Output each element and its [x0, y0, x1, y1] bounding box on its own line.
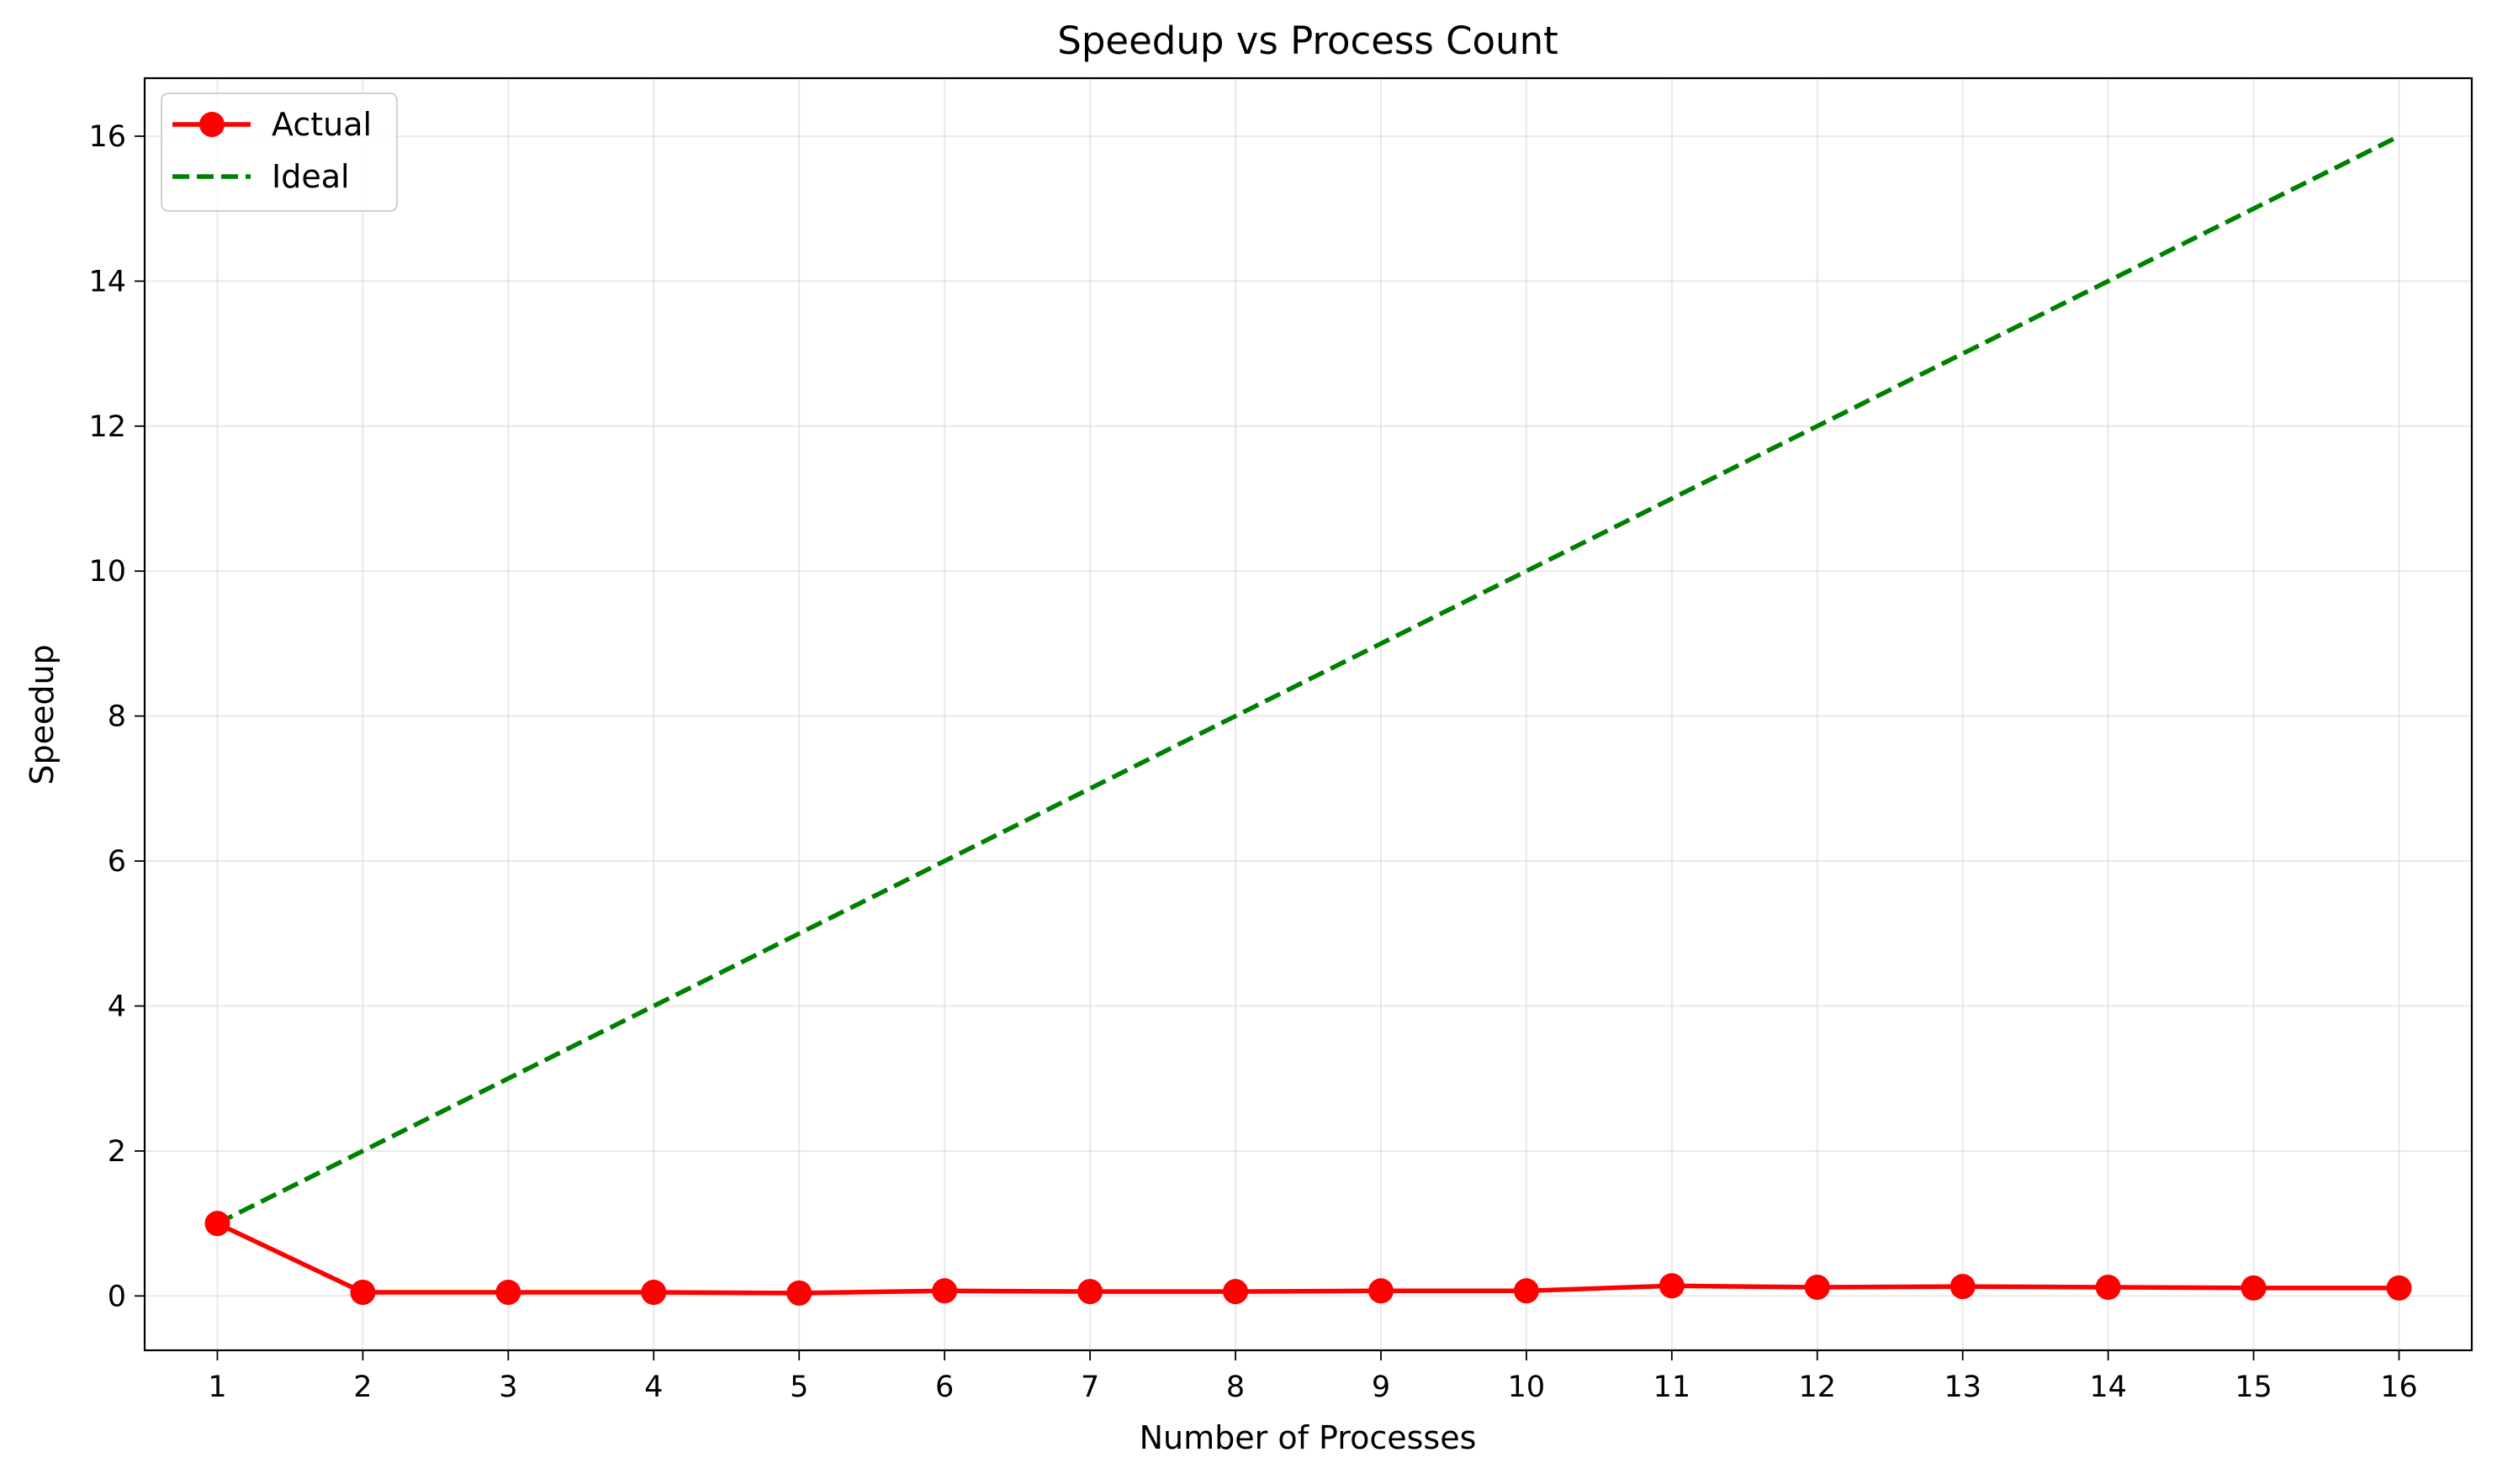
plot-frame	[143, 77, 2473, 1352]
legend-label-ideal: Ideal	[272, 158, 350, 195]
x-tick-label: 15	[2235, 1370, 2272, 1404]
data-point-actual	[2095, 1274, 2121, 1300]
x-tick-label: 13	[1944, 1370, 1981, 1404]
series-line-actual	[214, 1221, 2402, 1296]
x-tick-label: 1	[208, 1370, 226, 1404]
x-axis-label: Number of Processes	[1140, 1419, 1477, 1456]
data-point-actual	[2386, 1275, 2412, 1301]
x-axis: 1 2 3 4 5 6 7 8 9 10 11 12 13 14 15 16	[208, 1350, 2418, 1404]
series-layer	[204, 134, 2412, 1306]
x-tick-label: 11	[1653, 1370, 1691, 1404]
data-point-actual	[641, 1280, 667, 1306]
data-point-actual	[1223, 1279, 1249, 1305]
x-tick-label: 3	[499, 1370, 517, 1404]
x-tick-label: 2	[353, 1370, 372, 1404]
y-axis-label: Speedup	[24, 644, 61, 784]
x-tick-label: 6	[935, 1370, 954, 1404]
y-tick-label: 0	[108, 1280, 126, 1313]
grid-lines	[145, 78, 2472, 1350]
data-point-actual	[350, 1280, 376, 1306]
y-tick-label: 12	[88, 410, 126, 444]
data-point-actual	[932, 1278, 958, 1304]
x-tick-label: 5	[790, 1370, 808, 1404]
x-tick-label: 9	[1372, 1370, 1390, 1404]
x-tick-label: 8	[1226, 1370, 1245, 1404]
data-point-actual	[2240, 1275, 2267, 1301]
data-point-actual	[1077, 1279, 1103, 1305]
legend-marker-actual	[199, 112, 225, 137]
chart-title: Speedup vs Process Count	[1057, 18, 1558, 63]
data-point-actual	[495, 1280, 521, 1306]
data-point-actual	[1804, 1274, 1830, 1300]
data-point-actual	[786, 1280, 812, 1306]
legend: Actual Ideal	[161, 92, 398, 212]
data-point-actual	[1368, 1278, 1394, 1304]
y-tick-label: 4	[108, 990, 126, 1023]
x-tick-label: 14	[2089, 1370, 2127, 1404]
x-tick-label: 7	[1081, 1370, 1099, 1404]
data-point-actual	[1949, 1274, 1976, 1300]
x-tick-label: 4	[644, 1370, 663, 1404]
legend-label-actual: Actual	[272, 106, 372, 143]
y-tick-label: 10	[88, 555, 126, 589]
data-point-actual	[204, 1211, 230, 1237]
y-tick-label: 6	[108, 845, 126, 879]
y-axis: 0 2 4 6 8 10 12 14 16	[88, 120, 145, 1313]
y-tick-label: 14	[88, 265, 126, 298]
series-line-ideal	[216, 134, 2400, 1226]
x-tick-label: 16	[2380, 1370, 2418, 1404]
y-tick-label: 8	[108, 700, 126, 734]
y-tick-label: 16	[88, 120, 126, 154]
x-tick-label: 12	[1799, 1370, 1837, 1404]
y-tick-label: 2	[108, 1135, 126, 1169]
x-tick-label: 10	[1508, 1370, 1546, 1404]
data-point-actual	[1658, 1273, 1685, 1299]
data-point-actual	[1513, 1278, 1539, 1304]
